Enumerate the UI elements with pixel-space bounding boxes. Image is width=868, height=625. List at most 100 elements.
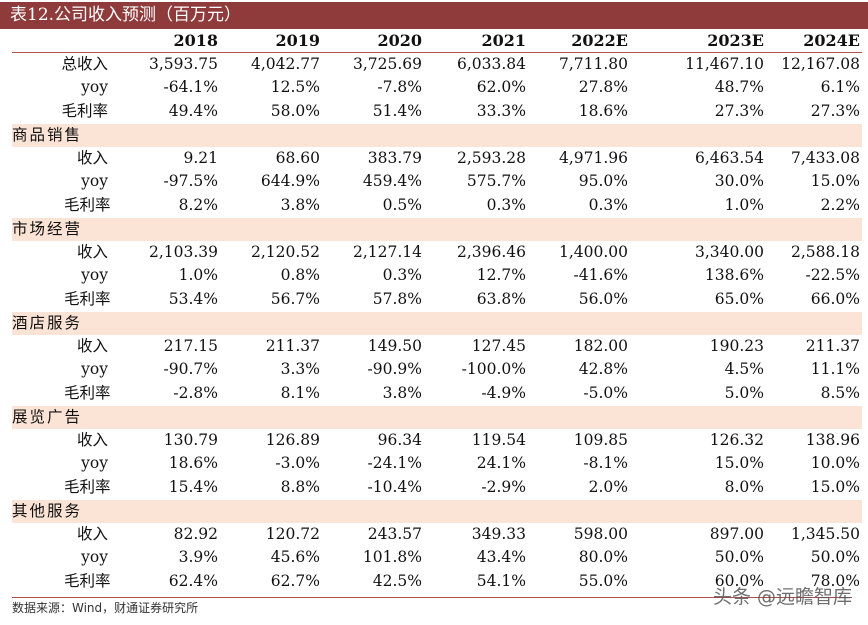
table-row: 收入 2,103.39 2,120.52 2,127.14 2,396.46 1,400.…	[12, 241, 862, 265]
value-cell: 6.1%	[820, 78, 860, 97]
value-cell: -90.7%	[163, 360, 218, 379]
value-cell: 4,971.96	[558, 148, 628, 167]
value-cell: 63.8%	[476, 289, 526, 308]
value-cell: 42.8%	[578, 360, 628, 379]
header-cell: 2022E	[528, 29, 630, 53]
value-cell: 9.21	[183, 148, 218, 167]
value-cell: 211.37	[805, 336, 860, 355]
header-cell: 2024E	[766, 29, 862, 53]
row-label: yoy	[81, 454, 108, 473]
value-cell: 130.79	[163, 430, 218, 449]
value-cell: 50.0%	[714, 548, 764, 567]
value-cell: 126.89	[265, 430, 320, 449]
header-cell: 2021	[424, 29, 528, 53]
value-cell: 66.0%	[810, 289, 860, 308]
value-cell: 62.7%	[270, 571, 320, 590]
value-cell: 7,433.08	[790, 148, 860, 167]
value-cell: 8.0%	[724, 477, 764, 496]
value-cell: 897.00	[709, 524, 764, 543]
row-label: yoy	[81, 548, 108, 567]
header-cell: 2018	[110, 29, 220, 53]
value-cell: 138.6%	[704, 266, 764, 285]
section-header-row: 酒店服务	[12, 310, 862, 335]
table-row: 总收入 3,593.75 4,042.77 3,725.69 6,033.84 7,711…	[12, 53, 862, 77]
value-cell: -2.9%	[481, 477, 526, 496]
value-cell: 6,033.84	[456, 55, 526, 73]
value-cell: 65.0%	[714, 289, 764, 308]
table-row: 收入 9.21 68.60 383.79 2,593.28 4,971.96 6,463.5…	[12, 147, 862, 171]
value-cell: 101.8%	[362, 548, 422, 567]
table-row: 收入 130.79 126.89 96.34 119.54 109.85 126.32 138…	[12, 429, 862, 453]
value-cell: 10.0%	[810, 454, 860, 473]
row-label: 收入	[76, 336, 108, 355]
value-cell: 0.3%	[588, 195, 628, 214]
value-cell: 95.0%	[578, 172, 628, 191]
value-cell: 2.0%	[588, 477, 628, 496]
section-header-row: 商品销售	[12, 122, 862, 147]
value-cell: 24.1%	[476, 454, 526, 473]
value-cell: -100.0%	[461, 360, 526, 379]
value-cell: 96.34	[377, 430, 422, 449]
value-cell: 3,593.75	[148, 55, 218, 73]
row-label: yoy	[81, 172, 108, 191]
value-cell: 109.85	[573, 430, 628, 449]
value-cell: 18.6%	[168, 454, 218, 473]
value-cell: 126.32	[709, 430, 764, 449]
value-cell: 53.4%	[168, 289, 218, 308]
value-cell: 2,588.18	[790, 242, 860, 261]
value-cell: 58.0%	[270, 101, 320, 120]
value-cell: 30.0%	[714, 172, 764, 191]
table-row: yoy 3.9% 45.6% 101.8% 43.4% 80.0% 50.0% 50.0%	[12, 546, 862, 570]
row-label: 收入	[76, 524, 108, 543]
value-cell: 15.0%	[810, 477, 860, 496]
row-label: 毛利率	[64, 195, 110, 214]
value-cell: 0.8%	[280, 266, 320, 285]
value-cell: 12,167.08	[781, 55, 860, 73]
value-cell: 56.7%	[270, 289, 320, 308]
table-row: yoy -90.7% 3.3% -90.9% -100.0% 42.8% 4.5% 11.1%	[12, 358, 862, 382]
value-cell: 4.5%	[724, 360, 764, 379]
value-cell: 575.7%	[466, 172, 526, 191]
header-row: 2018 2019 2020 2021 2022E 2023E 2024E	[12, 29, 862, 53]
row-label: 收入	[76, 430, 108, 449]
value-cell: 15.0%	[810, 172, 860, 191]
header-cell: 2020	[322, 29, 424, 53]
header-cell	[12, 29, 110, 53]
value-cell: 8.8%	[280, 477, 320, 496]
row-label: 毛利率	[64, 571, 110, 590]
value-cell: 0.5%	[382, 195, 422, 214]
value-cell: 119.54	[471, 430, 526, 449]
value-cell: -5.0%	[583, 383, 628, 402]
value-cell: 190.23	[709, 336, 764, 355]
section-header-row: 市场经营	[12, 216, 862, 241]
table-row: yoy 1.0% 0.8% 0.3% 12.7% -41.6% 138.6% -22.5%	[12, 264, 862, 288]
table-row: yoy -64.1% 12.5% -7.8% 62.0% 27.8% 48.7% 6.1%	[12, 76, 862, 100]
value-cell: -8.1%	[583, 454, 628, 473]
value-cell: 349.33	[471, 524, 526, 543]
row-label: 毛利率	[64, 383, 110, 402]
value-cell: -97.5%	[163, 172, 218, 191]
value-cell: -10.4%	[367, 477, 422, 496]
value-cell: 3,340.00	[694, 242, 764, 261]
table-row: yoy -97.5% 644.9% 459.4% 575.7% 95.0% 30.0% 15.…	[12, 170, 862, 194]
value-cell: 1.0%	[724, 195, 764, 214]
value-cell: 33.3%	[476, 101, 526, 120]
value-cell: 2,593.28	[456, 148, 526, 167]
value-cell: 0.3%	[382, 266, 422, 285]
table-row: 收入 82.92 120.72 243.57 349.33 598.00 897.00 1,3…	[12, 523, 862, 547]
section-header-row: 其他服务	[12, 498, 862, 523]
value-cell: 120.72	[265, 524, 320, 543]
row-label: 毛利率	[61, 101, 108, 120]
value-cell: 1,400.00	[558, 242, 628, 261]
value-cell: -2.8%	[173, 383, 218, 402]
value-cell: 644.9%	[260, 172, 320, 191]
value-cell: 138.96	[805, 430, 860, 449]
value-cell: 6,463.54	[694, 148, 764, 167]
value-cell: -90.9%	[367, 360, 422, 379]
value-cell: 27.3%	[810, 101, 860, 120]
row-label: 收入	[76, 148, 108, 167]
value-cell: 7,711.80	[558, 55, 628, 73]
value-cell: 54.1%	[476, 571, 526, 590]
value-cell: 18.6%	[578, 101, 628, 120]
value-cell: 80.0%	[578, 548, 628, 567]
